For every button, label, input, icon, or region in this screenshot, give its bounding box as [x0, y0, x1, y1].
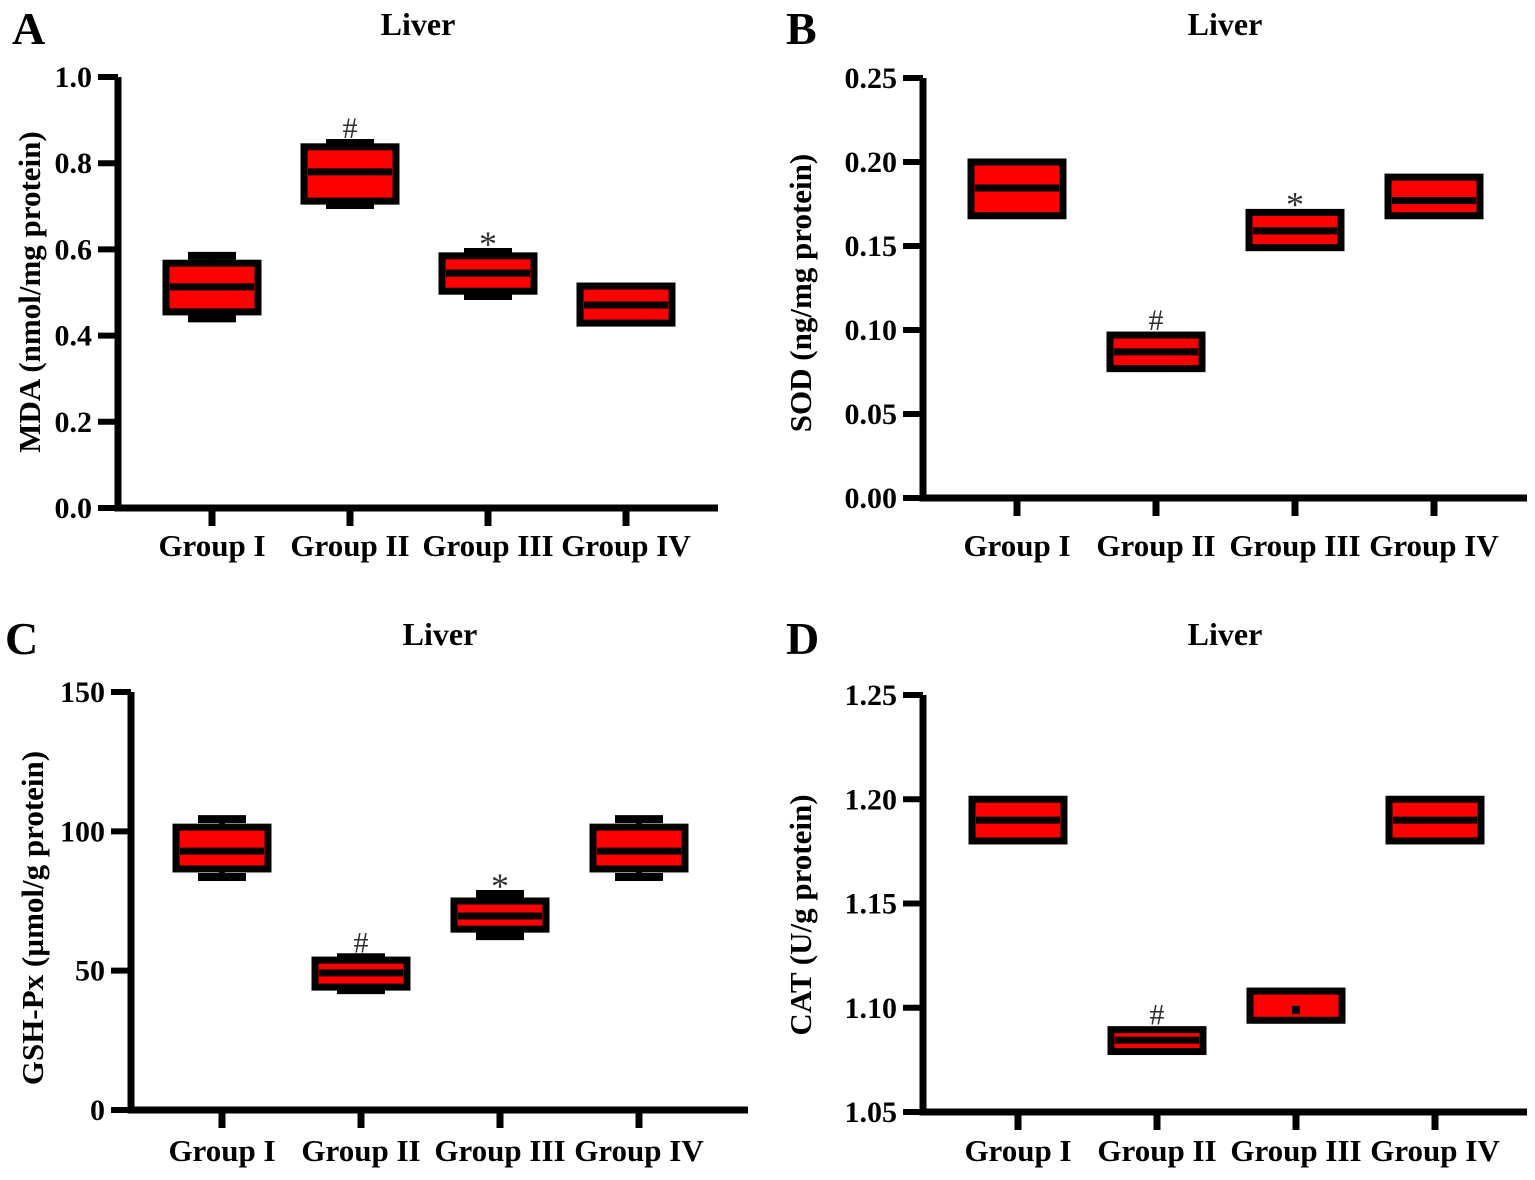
significance-hash: # — [1150, 999, 1165, 1032]
group-label: Group IV — [1370, 1133, 1500, 1168]
group-label: Group I — [158, 528, 265, 563]
significance-hash: # — [1149, 304, 1164, 337]
significance-asterisk: * — [479, 224, 497, 264]
y-tick-label: 0.15 — [845, 230, 898, 263]
group-label: Group IV — [1369, 528, 1499, 563]
y-tick-label: 0 — [90, 1094, 105, 1127]
panel-d-letter: D — [786, 613, 820, 664]
y-tick-label: 0.2 — [55, 406, 93, 439]
y-tick-label: 0.0 — [55, 492, 93, 525]
y-tick-label: 50 — [75, 955, 105, 988]
significance-hash: # — [354, 926, 369, 959]
group-label: Group III — [434, 1133, 565, 1168]
y-tick-label: 1.20 — [845, 783, 898, 816]
y-tick-label: 1.25 — [845, 679, 898, 712]
y-tick-label: 1.0 — [55, 61, 93, 94]
y-tick-label: 0.25 — [845, 62, 898, 95]
box-A-4 — [576, 282, 676, 327]
y-tick-label: 1.05 — [845, 1096, 898, 1129]
y-tick-label: 0.05 — [845, 398, 898, 431]
box-D-3 — [1246, 987, 1346, 1024]
group-label: Group IV — [574, 1133, 704, 1168]
significance-asterisk: * — [491, 866, 509, 906]
group-label: Group III — [1230, 1133, 1361, 1168]
significance-asterisk: * — [1286, 184, 1304, 224]
panel-c-title: Liver — [402, 616, 478, 652]
significance-hash: # — [343, 112, 358, 145]
y-tick-label: 150 — [60, 676, 105, 709]
box-B-4 — [1384, 173, 1484, 220]
panel-a-y-axis-label: MDA (nmol/mg protein) — [12, 131, 47, 453]
panel-c-y-axis-label: GSH-Px (µmol/g protein) — [15, 750, 50, 1086]
median-dot — [1292, 1005, 1300, 1014]
y-tick-label: 0.10 — [845, 314, 898, 347]
group-label: Group II — [1097, 1133, 1216, 1168]
y-tick-label: 0.4 — [55, 320, 93, 353]
panel-c-letter: C — [5, 613, 39, 664]
group-label: Group I — [963, 528, 1070, 563]
group-label: Group I — [964, 1133, 1071, 1168]
y-tick-label: 0.00 — [845, 482, 898, 515]
group-label: Group III — [1229, 528, 1360, 563]
panel-a-letter: A — [12, 3, 46, 54]
y-tick-label: 100 — [60, 815, 105, 848]
y-tick-label: 0.6 — [55, 233, 93, 266]
panel-b-title: Liver — [1187, 6, 1263, 42]
group-label: Group IV — [561, 528, 691, 563]
group-label: Group II — [301, 1133, 420, 1168]
group-label: Group II — [290, 528, 409, 563]
panel-d-title: Liver — [1187, 616, 1263, 652]
y-tick-label: 0.20 — [845, 146, 898, 179]
group-label: Group II — [1096, 528, 1215, 563]
panel-d-y-axis-label: CAT (U/g protein) — [783, 794, 818, 1036]
y-tick-label: 0.8 — [55, 147, 93, 180]
group-label: Group III — [422, 528, 553, 563]
y-tick-label: 1.15 — [845, 888, 898, 921]
panel-a-title: Liver — [380, 6, 456, 42]
panel-b-letter: B — [786, 3, 817, 54]
panel-b-y-axis-label: SOD (ng/mg protein) — [783, 153, 818, 433]
y-tick-label: 1.10 — [845, 992, 898, 1025]
group-label: Group I — [168, 1133, 275, 1168]
